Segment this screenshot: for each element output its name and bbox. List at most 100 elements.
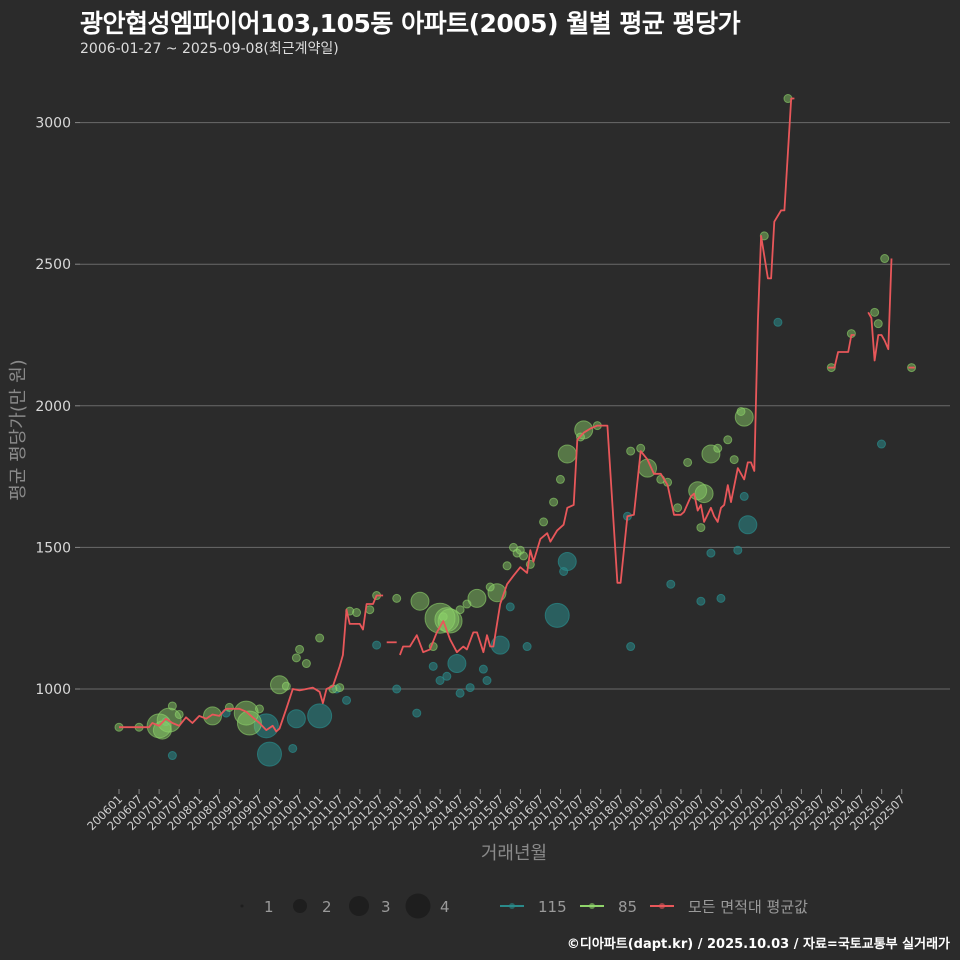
- size-legend-label: 3: [381, 898, 391, 916]
- legend: 1 2 3 4 115 85 모든 면적대 평균값: [240, 893, 808, 919]
- data-point-85: [694, 484, 714, 504]
- x-axis-title: 거래년월: [481, 843, 547, 864]
- data-point-85: [281, 681, 291, 691]
- data-point-115: [716, 593, 726, 603]
- y-axis-title: 평균 평당가(만 원): [8, 359, 29, 500]
- data-point-85: [873, 319, 883, 329]
- data-point-115: [773, 317, 783, 327]
- data-point-85: [236, 710, 262, 736]
- data-point-85: [519, 551, 529, 561]
- data-point-115: [738, 515, 758, 535]
- series-115-bubbles: [161, 317, 886, 767]
- data-point-115: [505, 602, 515, 612]
- data-point-115: [482, 676, 492, 686]
- data-point-115: [392, 684, 402, 694]
- size-legend-circle: [405, 893, 431, 919]
- series-legend-label: 모든 면적대 평균값: [688, 898, 808, 916]
- data-point-85: [295, 644, 305, 654]
- data-point-85: [392, 593, 402, 603]
- data-point-85: [736, 406, 746, 416]
- average-line-segment: [867, 258, 893, 362]
- data-point-115: [706, 548, 716, 558]
- data-point-85: [713, 443, 723, 453]
- data-point-85: [167, 701, 177, 711]
- data-point-85: [539, 517, 549, 527]
- data-point-115: [256, 741, 282, 767]
- data-point-85: [455, 605, 465, 615]
- average-line-segment: [119, 594, 384, 733]
- gridlines: [80, 122, 950, 690]
- data-point-115: [288, 743, 298, 753]
- data-point-115: [478, 664, 488, 674]
- data-point-85: [174, 709, 184, 719]
- data-point-115: [666, 579, 676, 589]
- y-axis-ticks: 1000 1500 2000 2500 3000: [35, 116, 80, 698]
- data-point-115: [428, 661, 438, 671]
- chart-title: 광안협성엠파이어103,105동 아파트(2005) 월별 평균 평당가: [80, 9, 741, 38]
- data-point-115: [465, 683, 475, 693]
- data-point-85: [555, 474, 565, 484]
- y-tick-label: 1000: [35, 682, 71, 698]
- data-point-85: [723, 435, 733, 445]
- data-point-85: [729, 455, 739, 465]
- data-point-85: [626, 446, 636, 456]
- chart-subtitle: 2006-01-27 ~ 2025-09-08(최근계약일): [80, 41, 339, 57]
- data-point-85: [549, 497, 559, 507]
- data-point-115: [435, 676, 445, 686]
- series-legend-label: 115: [538, 898, 567, 916]
- data-point-85: [410, 591, 430, 611]
- average-line-segment: [828, 334, 855, 369]
- data-point-115: [733, 545, 743, 555]
- data-point-115: [522, 642, 532, 652]
- footer-credit: ©디아파트(dapt.kr) / 2025.10.03 / 자료=국토교통부 실…: [566, 937, 950, 952]
- data-point-115: [412, 708, 422, 718]
- data-point-85: [487, 583, 507, 603]
- data-point-115: [372, 640, 382, 650]
- data-point-85: [352, 608, 362, 618]
- y-tick-label: 2500: [35, 257, 71, 273]
- data-point-85: [254, 704, 264, 714]
- data-point-115: [253, 713, 279, 739]
- size-legend-label: 1: [264, 898, 274, 916]
- series-legend-dot: [509, 903, 515, 909]
- average-line: [119, 97, 915, 733]
- data-point-115: [544, 602, 570, 628]
- data-point-85: [424, 602, 456, 634]
- size-legend-circle: [240, 904, 244, 908]
- series-legend-dot: [589, 903, 595, 909]
- data-point-85: [437, 608, 463, 634]
- data-point-85: [315, 633, 325, 643]
- data-point-85: [502, 561, 512, 571]
- series-85-bubbles: [114, 94, 917, 740]
- y-tick-label: 2000: [35, 399, 71, 415]
- data-point-85: [438, 612, 448, 622]
- data-point-85: [734, 407, 754, 427]
- data-point-85: [701, 444, 721, 464]
- size-legend-circle: [293, 899, 307, 913]
- data-point-115: [876, 439, 886, 449]
- y-tick-label: 1500: [35, 540, 71, 556]
- data-point-85: [203, 706, 223, 726]
- size-legend-label: 2: [322, 898, 332, 916]
- data-point-85: [574, 420, 594, 440]
- data-point-85: [467, 588, 487, 608]
- data-point-115: [342, 695, 352, 705]
- data-point-85: [880, 254, 890, 264]
- data-point-115: [739, 491, 749, 501]
- data-point-115: [442, 671, 452, 681]
- data-point-115: [626, 642, 636, 652]
- data-point-115: [167, 751, 177, 761]
- data-point-115: [286, 709, 306, 729]
- average-line-segment: [399, 97, 795, 656]
- data-point-85: [673, 503, 683, 513]
- size-legend-circle: [349, 896, 369, 916]
- x-axis-ticks: 2006012006072007012007072008012008072009…: [84, 789, 908, 833]
- data-point-85: [683, 457, 693, 467]
- data-point-115: [455, 688, 465, 698]
- data-point-115: [490, 635, 510, 655]
- data-point-115: [307, 703, 333, 729]
- size-legend-label: 4: [440, 898, 450, 916]
- data-point-85: [335, 683, 345, 693]
- series-legend-label: 85: [618, 898, 637, 916]
